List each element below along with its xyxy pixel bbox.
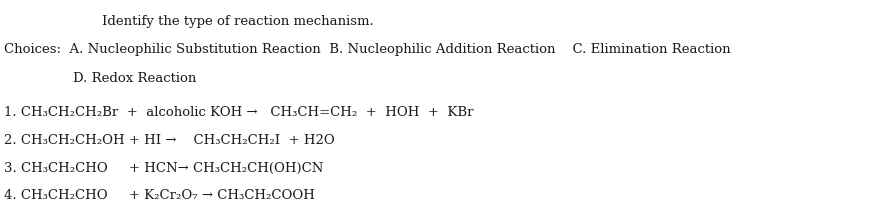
Text: 1. CH₃CH₂CH₂Br  +  alcoholic KOH →   CH₃CH=CH₂  +  HOH  +  KBr: 1. CH₃CH₂CH₂Br + alcoholic KOH → CH₃CH=C… <box>4 106 474 119</box>
Text: Identify the type of reaction mechanism.: Identify the type of reaction mechanism. <box>102 15 374 28</box>
Text: Choices:  A. Nucleophilic Substitution Reaction  B. Nucleophilic Addition Reacti: Choices: A. Nucleophilic Substitution Re… <box>4 43 731 56</box>
Text: 3. CH₃CH₂CHO     + HCN→ CH₃CH₂CH(OH)CN: 3. CH₃CH₂CHO + HCN→ CH₃CH₂CH(OH)CN <box>4 162 324 175</box>
Text: 2. CH₃CH₂CH₂OH + HI →    CH₃CH₂CH₂I  + H2O: 2. CH₃CH₂CH₂OH + HI → CH₃CH₂CH₂I + H2O <box>4 134 335 147</box>
Text: D. Redox Reaction: D. Redox Reaction <box>73 72 196 85</box>
Text: 4. CH₃CH₂CHO     + K₂Cr₂O₇ → CH₃CH₂COOH: 4. CH₃CH₂CHO + K₂Cr₂O₇ → CH₃CH₂COOH <box>4 189 316 202</box>
